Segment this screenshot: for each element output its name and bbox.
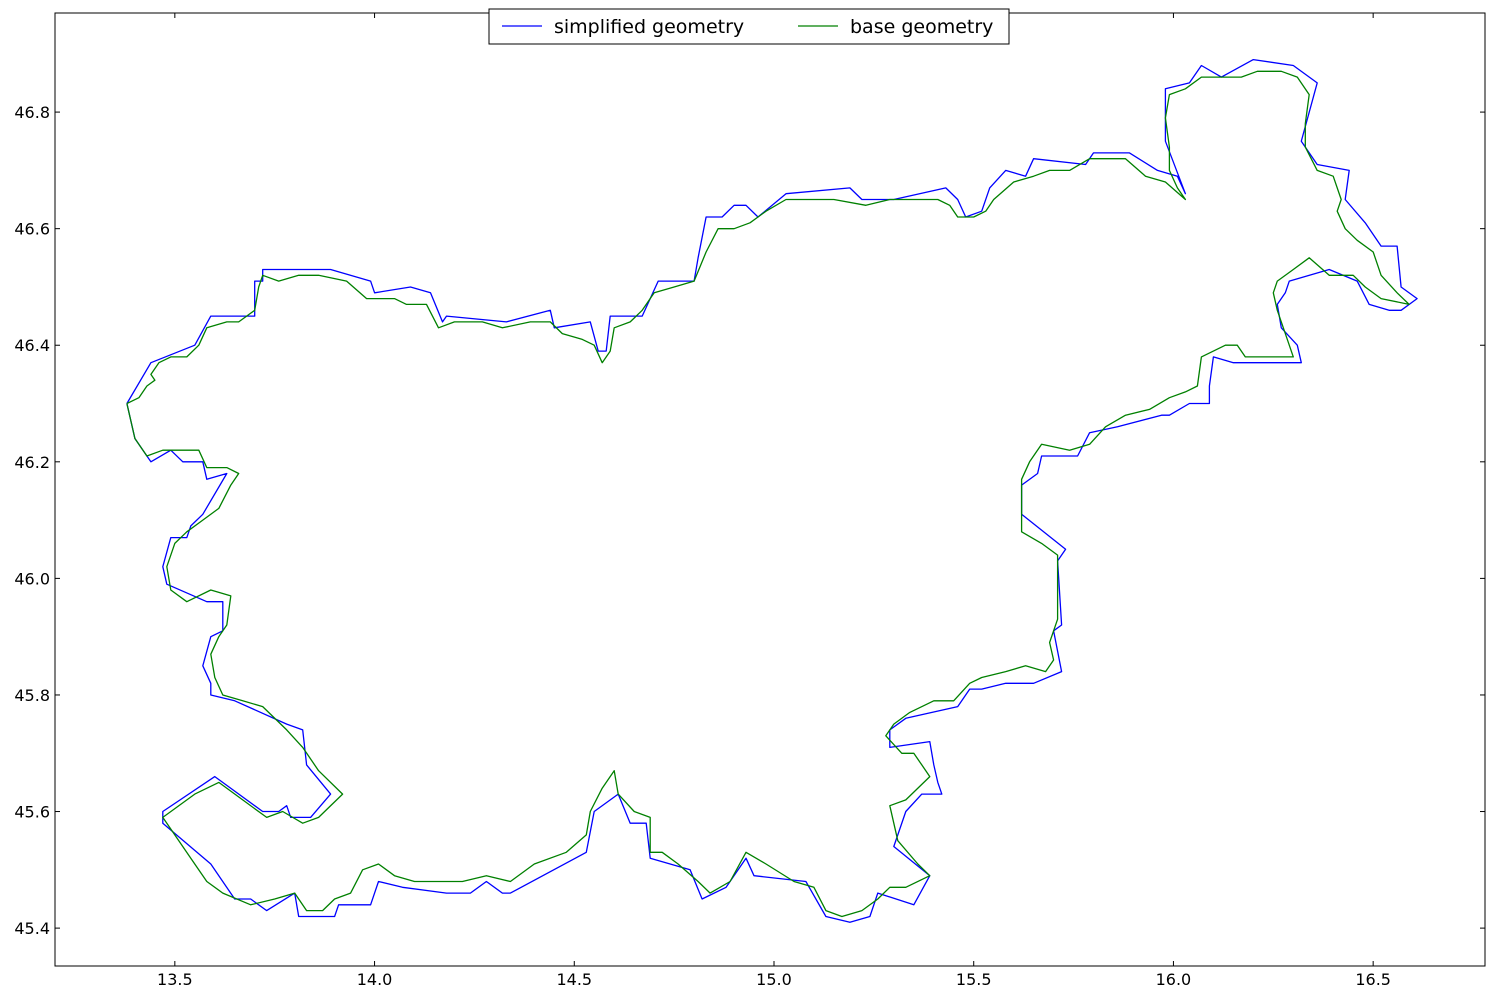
y-tick-label: 46.0 — [14, 569, 50, 588]
legend-label-base-geometry: base geometry — [850, 16, 993, 38]
ticks-layer: 13.5 14.0 14.5 15.0 15.5 16.0 16.5 45.4 45.6 45.8… — [14, 13, 1485, 989]
x-tick-label: 16.0 — [1156, 970, 1192, 989]
legend: simplified geometry base geometry — [488, 8, 1010, 45]
y-tick-label: 46.2 — [14, 453, 50, 472]
y-tick-label: 45.6 — [14, 803, 50, 822]
axes-background — [55, 13, 1485, 966]
x-tick-label: 14.5 — [556, 970, 592, 989]
series-layer — [126, 58, 1418, 923]
x-tick-label: 13.5 — [157, 970, 193, 989]
x-tick-label: 16.5 — [1355, 970, 1391, 989]
y-tick-label: 45.8 — [14, 686, 50, 705]
x-tick-label: 15.5 — [956, 970, 992, 989]
y-tick-label: 46.4 — [14, 336, 50, 355]
x-tick-label: 15.0 — [756, 970, 792, 989]
legend-box — [488, 8, 1010, 45]
y-tick-label: 45.4 — [14, 919, 50, 938]
y-tick-label: 46.6 — [14, 220, 50, 239]
series-line-base-geometry — [126, 70, 1410, 918]
legend-label-simplified-geometry: simplified geometry — [554, 16, 744, 38]
x-tick-label: 14.0 — [357, 970, 393, 989]
y-tick-label: 46.8 — [14, 103, 50, 122]
